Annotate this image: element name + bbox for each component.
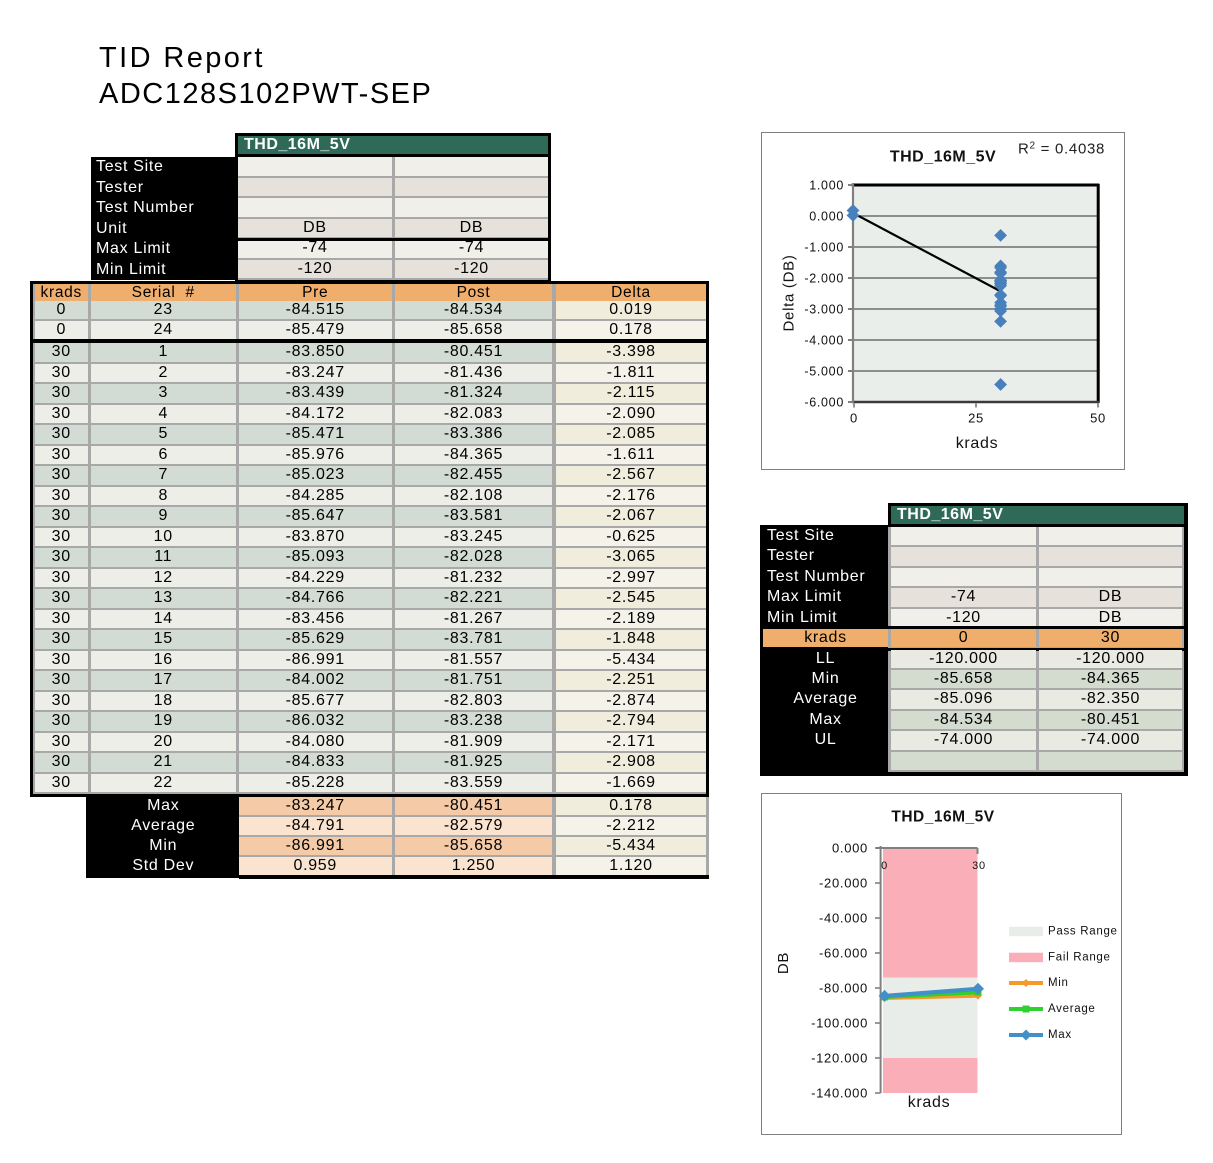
svg-text:Delta (DB): Delta (DB)	[781, 254, 798, 331]
svg-text:-6.000: -6.000	[804, 396, 844, 410]
svg-text:-140.000: -140.000	[811, 1086, 868, 1101]
svg-text:-80.000: -80.000	[819, 981, 868, 996]
svg-text:-60.000: -60.000	[819, 946, 868, 961]
svg-text:25: 25	[968, 411, 984, 426]
svg-text:DB: DB	[775, 952, 792, 974]
svg-text:-5.000: -5.000	[804, 365, 844, 379]
svg-text:-100.000: -100.000	[811, 1016, 868, 1031]
svg-text:-2.000: -2.000	[804, 272, 844, 286]
svg-text:-20.000: -20.000	[819, 876, 868, 891]
svg-text:-3.000: -3.000	[804, 303, 844, 317]
svg-text:0: 0	[881, 860, 888, 872]
svg-text:50: 50	[1090, 411, 1106, 426]
svg-text:30: 30	[972, 860, 986, 872]
svg-text:-120.000: -120.000	[811, 1051, 868, 1066]
svg-text:0.000: 0.000	[832, 841, 868, 856]
svg-text:Fail Range: Fail Range	[1048, 952, 1111, 964]
svg-text:THD_16M_5V: THD_16M_5V	[891, 809, 994, 826]
svg-text:-4.000: -4.000	[804, 334, 844, 348]
svg-text:1.000: 1.000	[809, 179, 844, 193]
svg-text:Max: Max	[1048, 1029, 1072, 1041]
svg-text:krads: krads	[956, 435, 999, 452]
svg-text:Average: Average	[1048, 1003, 1096, 1015]
svg-text:Pass Range: Pass Range	[1048, 926, 1118, 938]
svg-text:krads: krads	[908, 1094, 951, 1111]
svg-text:0: 0	[850, 411, 858, 426]
svg-text:R2 = 0.4038: R2 = 0.4038	[1018, 141, 1105, 158]
svg-text:-40.000: -40.000	[819, 911, 868, 926]
svg-text:-1.000: -1.000	[804, 241, 844, 255]
svg-text:THD_16M_5V: THD_16M_5V	[890, 149, 996, 166]
svg-text:0.000: 0.000	[809, 210, 844, 224]
svg-text:Min: Min	[1048, 977, 1069, 989]
